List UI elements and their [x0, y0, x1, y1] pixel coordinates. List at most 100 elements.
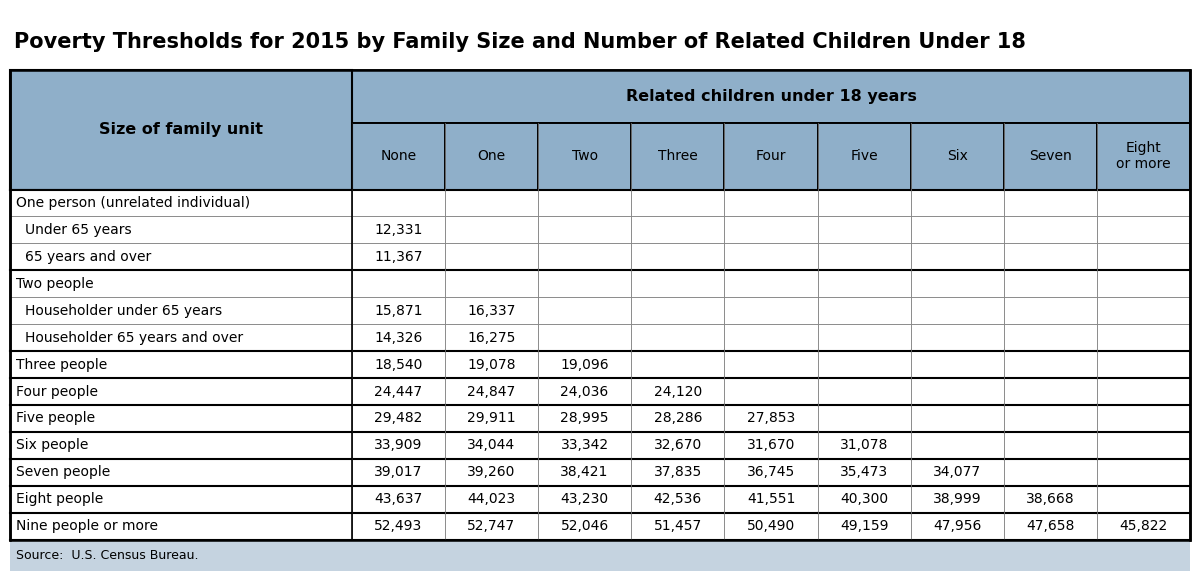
Bar	[911, 405, 1004, 432]
Bar	[911, 378, 1004, 405]
Bar	[911, 513, 1004, 540]
Text: 35,473: 35,473	[840, 465, 888, 479]
Bar	[445, 324, 538, 351]
Text: One: One	[478, 149, 505, 163]
Text: 44,023: 44,023	[467, 492, 516, 506]
Bar	[1097, 432, 1190, 459]
Text: 16,337: 16,337	[467, 304, 516, 317]
Bar	[817, 324, 911, 351]
Text: 38,421: 38,421	[560, 465, 608, 479]
Text: 28,995: 28,995	[560, 412, 608, 425]
Text: None: None	[380, 149, 416, 163]
Text: 19,096: 19,096	[560, 357, 608, 372]
Bar	[1097, 123, 1190, 190]
Text: 28,286: 28,286	[654, 412, 702, 425]
Bar	[817, 432, 911, 459]
Bar	[538, 432, 631, 459]
Text: 15,871: 15,871	[374, 304, 422, 317]
Bar	[1004, 324, 1097, 351]
Text: One person (unrelated individual): One person (unrelated individual)	[16, 196, 250, 210]
Bar	[1004, 123, 1097, 190]
Bar	[352, 243, 445, 270]
Bar	[1004, 190, 1097, 216]
Bar	[538, 378, 631, 405]
Text: 38,999: 38,999	[934, 492, 982, 506]
Bar	[631, 351, 725, 378]
Bar	[725, 297, 817, 324]
Bar	[817, 243, 911, 270]
Bar	[1004, 486, 1097, 513]
Bar	[445, 351, 538, 378]
Bar	[725, 432, 817, 459]
Text: 34,077: 34,077	[934, 465, 982, 479]
Bar	[631, 513, 725, 540]
Text: Related children under 18 years: Related children under 18 years	[625, 89, 917, 104]
Bar	[1004, 432, 1097, 459]
Bar	[538, 351, 631, 378]
Bar	[538, 190, 631, 216]
Bar	[1004, 297, 1097, 324]
Bar	[538, 513, 631, 540]
Text: Two: Two	[571, 149, 598, 163]
Text: Seven: Seven	[1030, 149, 1072, 163]
Bar	[725, 351, 817, 378]
Bar	[817, 486, 911, 513]
Text: Six people: Six people	[16, 439, 88, 452]
Text: 31,670: 31,670	[746, 439, 796, 452]
Text: 33,909: 33,909	[374, 439, 422, 452]
Text: 12,331: 12,331	[374, 223, 422, 237]
Bar	[538, 270, 631, 297]
Bar	[1097, 190, 1190, 216]
Text: 29,911: 29,911	[467, 412, 516, 425]
Text: Size of family unit: Size of family unit	[98, 122, 263, 137]
Bar	[1004, 459, 1097, 486]
Bar	[725, 243, 817, 270]
Text: 52,493: 52,493	[374, 519, 422, 533]
Text: 47,956: 47,956	[934, 519, 982, 533]
Bar	[352, 324, 445, 351]
Bar	[10, 270, 352, 297]
Text: 52,747: 52,747	[467, 519, 516, 533]
Bar	[817, 216, 911, 243]
Bar	[817, 123, 911, 190]
Bar	[10, 70, 352, 190]
Bar	[445, 270, 538, 297]
Bar	[10, 14, 1190, 70]
Text: 42,536: 42,536	[654, 492, 702, 506]
Bar	[10, 190, 352, 216]
Text: Four people: Four people	[16, 384, 97, 399]
Bar	[445, 405, 538, 432]
Text: 65 years and over: 65 years and over	[25, 250, 151, 264]
Bar	[10, 405, 352, 432]
Bar	[445, 243, 538, 270]
Bar	[445, 297, 538, 324]
Bar	[538, 297, 631, 324]
Bar	[631, 297, 725, 324]
Text: Source:  U.S. Census Bureau.: Source: U.S. Census Bureau.	[16, 549, 198, 562]
Bar	[725, 378, 817, 405]
Bar	[631, 270, 725, 297]
Bar	[445, 123, 538, 190]
Text: 31,078: 31,078	[840, 439, 888, 452]
Bar	[1097, 378, 1190, 405]
Text: 50,490: 50,490	[746, 519, 796, 533]
Bar	[911, 190, 1004, 216]
Bar	[817, 351, 911, 378]
Text: 47,658: 47,658	[1026, 519, 1075, 533]
Bar	[817, 190, 911, 216]
Bar	[352, 513, 445, 540]
Bar	[631, 123, 725, 190]
Text: 41,551: 41,551	[746, 492, 796, 506]
Bar	[445, 432, 538, 459]
Bar	[1097, 513, 1190, 540]
Text: 40,300: 40,300	[840, 492, 888, 506]
Bar	[1004, 405, 1097, 432]
Bar	[725, 216, 817, 243]
Bar	[10, 297, 352, 324]
Bar	[631, 459, 725, 486]
Bar	[817, 405, 911, 432]
Bar	[10, 324, 352, 351]
Bar	[10, 459, 352, 486]
Text: 18,540: 18,540	[374, 357, 422, 372]
Bar	[911, 486, 1004, 513]
